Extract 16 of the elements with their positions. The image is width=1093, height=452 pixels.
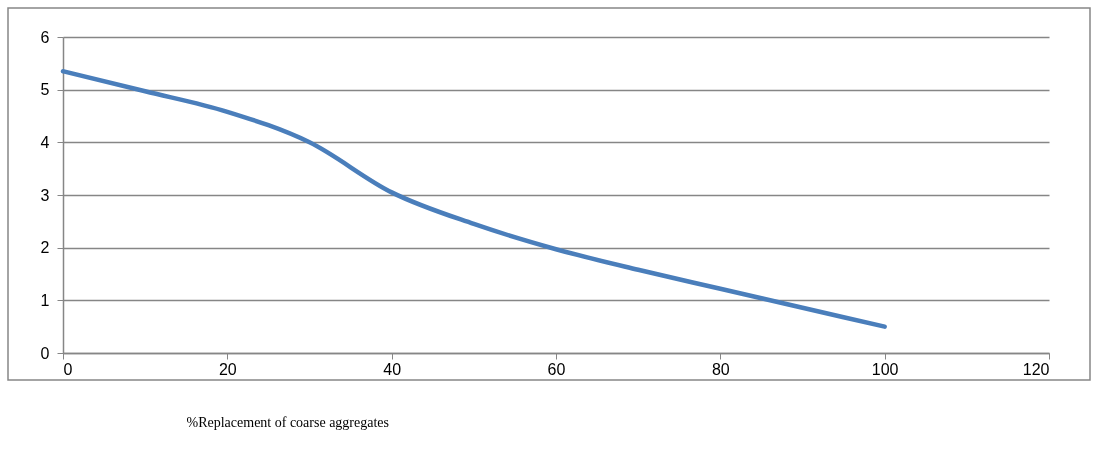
x-tick-label: 100 (871, 360, 899, 378)
x-axis-title: %Replacement of coarse aggregates (186, 414, 390, 430)
y-tick-label: 2 (40, 239, 50, 257)
y-tick-label: 1 (40, 291, 50, 309)
line-series (60, 68, 887, 329)
x-tick-label: 0 (63, 360, 73, 378)
x-tick-label: 20 (218, 360, 237, 378)
x-tick-label: 120 (1022, 360, 1050, 378)
x-tick-label: 40 (383, 360, 402, 378)
y-tick-label: 4 (40, 133, 50, 151)
x-tick-label: 60 (547, 360, 566, 378)
y-tick-label: 0 (40, 344, 50, 362)
y-tick-label: 5 (40, 81, 50, 99)
x-tick-label: 80 (711, 360, 730, 378)
y-tick-label: 6 (40, 28, 50, 46)
y-tick-label: 3 (40, 186, 50, 204)
